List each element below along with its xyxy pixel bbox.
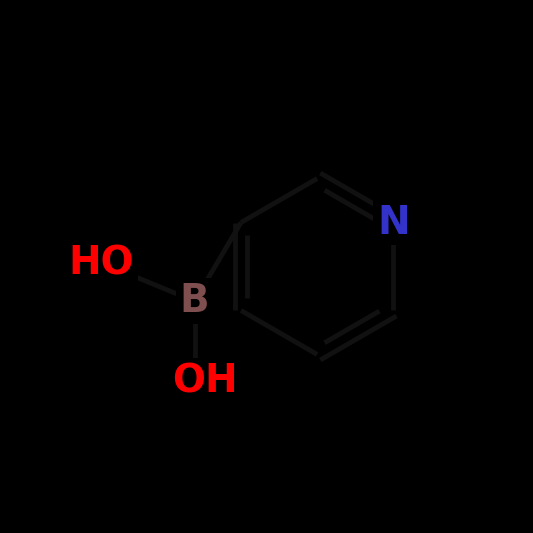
Text: HO: HO (68, 245, 134, 283)
Text: N: N (377, 204, 409, 241)
Text: OH: OH (172, 362, 238, 400)
Text: B: B (180, 282, 209, 320)
